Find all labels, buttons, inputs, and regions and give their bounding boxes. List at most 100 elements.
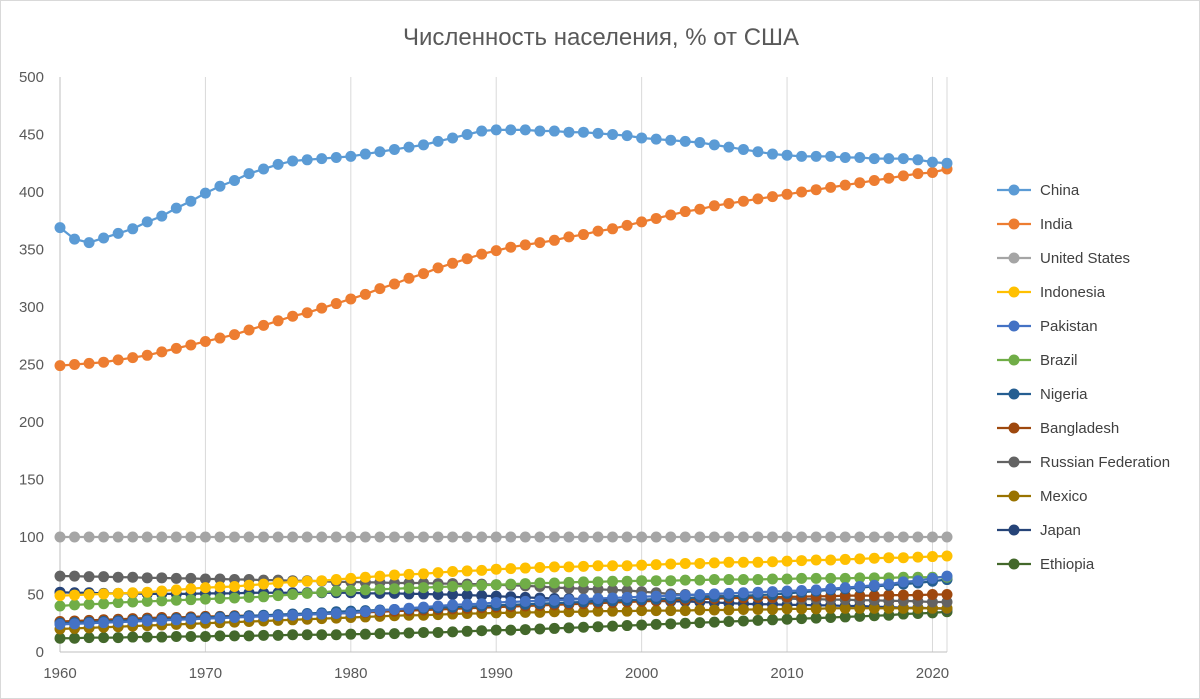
data-point-india — [810, 184, 822, 196]
data-point-india — [781, 188, 793, 200]
data-point-pakistan — [505, 596, 517, 608]
data-point-pakistan — [577, 593, 589, 605]
data-point-united-states — [127, 531, 139, 543]
data-point-indonesia — [679, 557, 691, 569]
axes: 0 50 100 150 200 250 300 350 400 450 500 1960 1970 19… — [19, 69, 949, 682]
data-point-ethiopia — [694, 617, 706, 629]
data-point-united-states — [98, 531, 110, 543]
data-point-pakistan — [345, 607, 357, 619]
data-point-india — [679, 206, 691, 218]
data-point-brazil — [548, 577, 560, 589]
data-point-japan — [461, 589, 473, 601]
data-point-china — [548, 125, 560, 137]
data-point-brazil — [839, 572, 851, 584]
data-point-china — [69, 233, 81, 245]
data-point-united-states — [330, 531, 342, 543]
data-point-indonesia — [418, 568, 430, 580]
chart-title: Численность населения, % от США — [403, 24, 799, 51]
legend: China India United States Indonesia Pakistan… — [997, 182, 1170, 573]
data-point-china — [767, 148, 779, 160]
legend-label: Ethiopia — [1040, 556, 1095, 573]
data-point-united-states — [112, 531, 124, 543]
data-point-mexico — [636, 605, 648, 617]
data-point-pakistan — [854, 580, 866, 592]
data-point-china — [228, 175, 240, 186]
data-point-mexico — [708, 604, 720, 616]
legend-item-indonesia: Indonesia — [997, 284, 1106, 301]
data-point-united-states — [665, 531, 677, 543]
data-point-brazil — [810, 572, 822, 584]
data-point-pakistan — [621, 591, 633, 603]
data-point-pakistan — [156, 614, 168, 626]
data-point-ethiopia — [839, 611, 851, 623]
data-point-united-states — [156, 531, 168, 543]
data-point-pakistan — [694, 589, 706, 600]
data-point-united-states — [737, 531, 749, 543]
data-point-ethiopia — [69, 632, 81, 644]
data-point-pakistan — [69, 618, 81, 630]
data-point-china — [708, 139, 720, 151]
data-point-united-states — [767, 531, 779, 543]
data-point-pakistan — [258, 610, 270, 622]
data-point-indonesia — [476, 564, 488, 576]
data-point-brazil — [665, 575, 677, 587]
data-point-brazil — [679, 574, 691, 586]
y-tick-label: 200 — [19, 414, 44, 431]
data-point-ethiopia — [258, 629, 270, 641]
data-point-ethiopia — [723, 616, 735, 628]
data-point-indonesia — [854, 553, 866, 565]
data-point-indonesia — [941, 550, 953, 562]
data-point-china — [83, 237, 95, 249]
data-point-china — [679, 135, 691, 147]
data-point-india — [490, 245, 502, 257]
data-point-china — [694, 137, 706, 149]
data-point-pakistan — [708, 588, 720, 600]
data-point-pakistan — [723, 587, 735, 599]
y-tick-label: 350 — [19, 242, 44, 259]
data-point-pakistan — [752, 586, 764, 598]
data-point-brazil — [505, 578, 517, 590]
data-point-united-states — [505, 531, 517, 543]
data-point-ethiopia — [345, 628, 357, 640]
data-point-china — [810, 150, 822, 162]
data-point-india — [345, 293, 357, 305]
data-point-china — [403, 141, 415, 153]
data-point-pakistan — [534, 595, 546, 607]
legend-label: United States — [1040, 250, 1130, 267]
data-point-united-states — [650, 531, 662, 543]
data-point-pakistan — [839, 582, 851, 594]
data-point-ethiopia — [781, 613, 793, 625]
data-point-indonesia — [519, 562, 531, 574]
data-point-mexico — [665, 605, 677, 617]
data-point-indonesia — [708, 557, 720, 569]
data-point-ethiopia — [461, 625, 473, 637]
data-point-united-states — [912, 531, 924, 543]
data-point-ethiopia — [665, 618, 677, 630]
data-point-india — [708, 200, 720, 212]
data-point-brazil — [476, 579, 488, 591]
data-point-indonesia — [490, 563, 502, 575]
data-point-china — [461, 129, 473, 140]
data-point-china — [592, 127, 604, 139]
data-point-india — [650, 212, 662, 224]
data-point-india — [156, 346, 168, 358]
data-point-china — [941, 157, 953, 169]
data-point-united-states — [432, 531, 444, 543]
data-point-pakistan — [665, 590, 677, 602]
data-point-indonesia — [737, 556, 749, 568]
data-point-india — [199, 336, 211, 347]
data-point-brazil — [781, 573, 793, 585]
data-point-china — [170, 202, 182, 214]
data-point-brazil — [825, 572, 837, 584]
data-point-india — [737, 195, 749, 207]
legend-item-nigeria: Nigeria — [997, 386, 1088, 403]
data-point-indonesia — [868, 552, 880, 564]
data-point-brazil — [796, 572, 808, 584]
data-point-ethiopia — [359, 628, 371, 640]
data-point-indonesia — [796, 555, 808, 567]
data-point-united-states — [577, 531, 589, 543]
data-point-mexico — [767, 603, 779, 615]
data-point-united-states — [272, 531, 284, 543]
data-point-indonesia — [388, 569, 400, 581]
data-point-mexico — [825, 602, 837, 614]
